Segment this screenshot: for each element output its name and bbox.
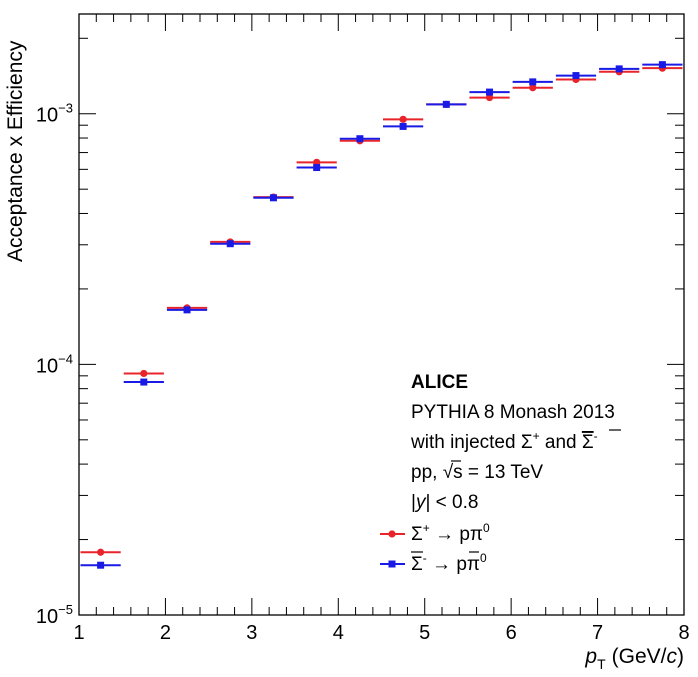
series-layer	[80, 61, 683, 569]
annotation-injected-and: and	[540, 432, 582, 453]
data-point-marker	[572, 72, 580, 80]
x-axis-label-c: c	[667, 645, 678, 668]
annotation-injected-sup2: -	[594, 429, 598, 443]
legend-entry2-sigma: Σ	[411, 554, 423, 575]
x-axis-label-unit: (GeV/	[612, 645, 667, 668]
annotation-injected: with injected Σ+ and Σ-	[410, 429, 598, 453]
data-point-marker	[356, 135, 364, 143]
series-2	[80, 61, 683, 569]
data-point-marker	[269, 194, 277, 202]
y-axis-label: Acceptance x Efficiency	[4, 40, 27, 262]
plot-frame	[78, 13, 685, 616]
x-tick-label: 3	[246, 622, 257, 644]
x-tick-label: 4	[333, 622, 344, 644]
legend-entry1-marker	[388, 530, 396, 538]
y-tick-label-exp: −3	[58, 101, 73, 116]
annotation-rapidity-close: | < 0.8	[425, 492, 478, 513]
x-tick-label: 5	[419, 622, 430, 644]
y-tick-label-exp: −4	[58, 351, 73, 366]
x-tick-label: 6	[506, 622, 517, 644]
x-axis-label-sub: T	[597, 656, 606, 672]
legend-entry1-sup2: 0	[483, 521, 490, 535]
annotation-injected-sup1: +	[533, 429, 540, 443]
annotation-energy-suffix: = 13 TeV	[463, 462, 544, 483]
x-tick-label: 7	[592, 622, 603, 644]
data-point-marker	[226, 240, 234, 248]
x-tick-label: 1	[73, 622, 84, 644]
x-axis-label-p: p	[584, 645, 597, 668]
data-point-marker	[97, 548, 105, 556]
annotation-alice: ALICE	[411, 372, 468, 393]
data-point-marker	[97, 561, 105, 569]
data-point-marker	[486, 88, 494, 96]
legend-entry2-arrow: →	[427, 554, 457, 575]
annotation-energy: pp, √s = 13 TeV	[411, 462, 543, 483]
data-point-marker	[615, 65, 623, 73]
legend-entry1-arrow: → pπ	[430, 524, 483, 545]
y-tick-label: 10−4	[36, 351, 73, 377]
data-point-marker	[442, 100, 450, 108]
annotation-energy-s: s	[453, 462, 463, 483]
annotation-rapidity-y: y	[414, 492, 427, 513]
x-tick-label: 2	[160, 622, 171, 644]
data-point-marker	[529, 84, 537, 92]
legend-entry2-sup2: 0	[480, 551, 487, 565]
y-tick-label-base: 10	[36, 606, 58, 628]
y-tick-label: 10−3	[36, 101, 73, 127]
x-axis-label: pT (GeV/c)	[584, 645, 684, 672]
data-point-marker	[140, 378, 148, 386]
y-tick-label-exp: −5	[58, 602, 73, 617]
annotation-injected-prefix: with injected Σ	[410, 432, 533, 453]
data-point-marker	[658, 61, 666, 69]
annotation-injected-sigma: Σ	[582, 432, 594, 453]
legend-entry1-sup: +	[423, 521, 430, 535]
y-tick-labels: 10−310−410−5	[36, 101, 73, 628]
axis-ticks	[78, 14, 685, 616]
y-tick-label: 10−5	[36, 602, 73, 628]
legend-entry2-sup: -	[423, 551, 427, 565]
legend-entry2-marker	[388, 560, 396, 568]
data-point-marker	[140, 369, 148, 378]
data-point-marker	[313, 164, 321, 172]
legend-entry2-label: Σ- → pπ0	[411, 551, 487, 575]
data-point-marker	[399, 115, 407, 123]
annotation-block: ALICE PYTHIA 8 Monash 2013 with injected…	[410, 372, 621, 513]
legend-entry1-sigma: Σ	[411, 524, 423, 545]
data-point-marker	[183, 306, 191, 314]
annotation-rapidity: |y| < 0.8	[411, 492, 478, 513]
x-tick-label: 8	[678, 622, 689, 644]
data-point-marker	[399, 122, 407, 130]
x-tick-labels: 1 2 3 4 5 6 7 8	[73, 622, 689, 644]
legend-entry1-label: Σ+ → pπ0	[411, 521, 490, 545]
y-tick-label-base: 10	[36, 105, 58, 127]
annotation-energy-sqrt: √	[443, 462, 454, 483]
annotation-energy-prefix: pp,	[411, 462, 443, 483]
data-point-marker	[485, 93, 494, 102]
annotation-generator: PYTHIA 8 Monash 2013	[411, 402, 615, 423]
legend-entry2-pi: π	[467, 554, 480, 575]
annotation-rapidity-open: |	[411, 492, 416, 513]
legend-entry2-p: p	[456, 554, 467, 575]
y-tick-label-base: 10	[36, 355, 58, 377]
data-point-marker	[529, 78, 537, 86]
legend: Σ+ → pπ0 Σ- → pπ0	[380, 521, 490, 575]
x-axis-label-close: )	[677, 645, 684, 668]
